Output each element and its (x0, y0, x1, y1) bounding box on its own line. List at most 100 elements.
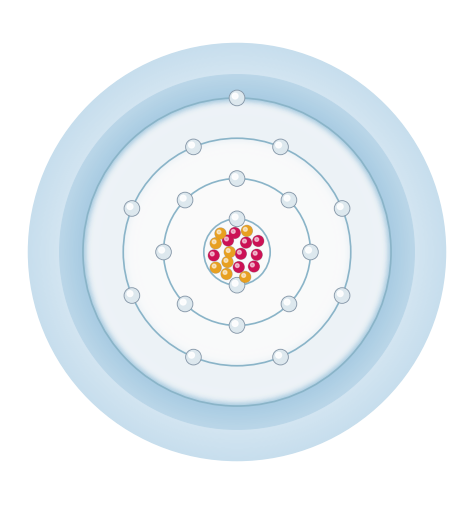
Circle shape (124, 140, 350, 365)
Circle shape (91, 107, 383, 398)
Circle shape (91, 108, 383, 397)
Circle shape (213, 228, 261, 277)
Circle shape (208, 250, 219, 262)
Circle shape (240, 272, 251, 283)
Circle shape (231, 230, 235, 234)
Circle shape (177, 297, 192, 312)
Circle shape (162, 178, 312, 327)
Circle shape (276, 143, 282, 148)
Circle shape (46, 62, 428, 443)
Circle shape (232, 281, 238, 287)
Circle shape (241, 226, 252, 237)
Circle shape (63, 79, 411, 426)
Circle shape (135, 150, 339, 355)
Circle shape (241, 238, 252, 248)
Circle shape (218, 233, 256, 272)
Circle shape (195, 211, 279, 294)
Circle shape (172, 188, 302, 317)
Circle shape (242, 274, 246, 278)
Circle shape (240, 272, 250, 282)
Circle shape (164, 180, 310, 325)
Circle shape (221, 269, 232, 280)
Circle shape (232, 321, 238, 327)
Circle shape (157, 246, 170, 259)
Circle shape (235, 251, 239, 254)
Circle shape (148, 164, 326, 341)
Circle shape (132, 147, 342, 358)
Circle shape (273, 140, 288, 155)
Circle shape (253, 236, 264, 247)
Circle shape (219, 235, 255, 270)
Circle shape (253, 252, 257, 256)
Circle shape (282, 297, 297, 312)
Circle shape (223, 239, 251, 266)
Circle shape (209, 225, 265, 280)
Circle shape (253, 236, 263, 246)
Circle shape (167, 183, 307, 322)
Circle shape (229, 318, 245, 333)
Circle shape (49, 65, 425, 440)
Circle shape (229, 91, 245, 107)
Circle shape (134, 149, 340, 356)
Circle shape (244, 228, 247, 232)
Circle shape (337, 205, 343, 210)
Circle shape (225, 240, 249, 265)
Circle shape (212, 228, 262, 277)
Circle shape (127, 142, 347, 363)
Circle shape (165, 181, 309, 324)
Circle shape (284, 299, 290, 306)
Circle shape (87, 103, 387, 402)
Circle shape (55, 70, 419, 435)
Circle shape (193, 209, 281, 296)
Circle shape (224, 247, 235, 258)
Circle shape (134, 150, 340, 355)
Circle shape (230, 279, 244, 292)
Circle shape (241, 238, 251, 248)
Circle shape (282, 193, 297, 208)
Circle shape (53, 69, 421, 436)
Circle shape (65, 81, 409, 424)
Circle shape (119, 134, 355, 371)
Circle shape (169, 185, 305, 320)
Circle shape (145, 161, 329, 344)
Circle shape (129, 145, 345, 360)
Circle shape (152, 168, 322, 337)
Circle shape (180, 195, 294, 310)
Circle shape (171, 186, 303, 319)
Circle shape (236, 264, 239, 268)
Circle shape (88, 104, 386, 401)
Circle shape (86, 102, 388, 403)
Circle shape (129, 144, 345, 361)
Circle shape (243, 240, 246, 243)
Circle shape (336, 289, 349, 302)
Circle shape (125, 140, 349, 365)
Circle shape (130, 146, 344, 359)
Circle shape (225, 247, 235, 258)
Circle shape (227, 242, 247, 263)
Circle shape (230, 228, 240, 238)
Circle shape (72, 88, 402, 417)
Circle shape (127, 291, 133, 297)
Circle shape (212, 265, 216, 269)
Circle shape (128, 143, 346, 362)
Circle shape (93, 109, 381, 396)
Circle shape (44, 60, 430, 445)
Circle shape (126, 141, 348, 364)
Circle shape (216, 232, 258, 273)
Circle shape (225, 237, 228, 241)
Circle shape (58, 74, 416, 431)
Circle shape (91, 107, 383, 398)
Circle shape (214, 230, 260, 275)
Circle shape (100, 116, 374, 389)
Circle shape (159, 174, 315, 331)
Circle shape (234, 263, 244, 273)
Circle shape (274, 141, 287, 154)
Circle shape (41, 57, 433, 448)
Circle shape (187, 351, 200, 364)
Circle shape (81, 96, 393, 409)
Circle shape (183, 199, 291, 306)
Circle shape (51, 67, 423, 438)
Circle shape (141, 157, 333, 348)
Circle shape (232, 174, 238, 180)
Circle shape (185, 200, 289, 305)
